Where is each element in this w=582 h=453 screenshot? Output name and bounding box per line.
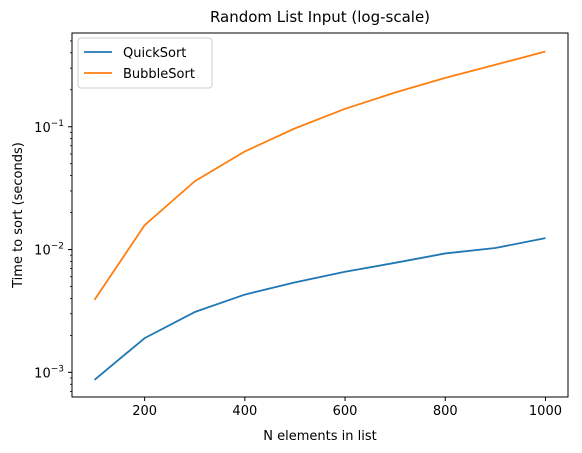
- y-axis: 10−310−210−1: [34, 40, 72, 392]
- legend-box: [77, 37, 213, 89]
- x-tick-label: 1000: [529, 404, 562, 419]
- y-tick-label: 10−3: [34, 364, 64, 381]
- plot-frame: [71, 32, 569, 398]
- x-tick-label: 800: [433, 404, 458, 419]
- legend: QuickSort BubbleSort: [77, 37, 213, 89]
- plot-area: [93, 50, 546, 381]
- y-tick-base: 10: [34, 244, 51, 259]
- y-tick-exponent: −2: [51, 242, 64, 252]
- legend-label-quicksort: QuickSort: [123, 46, 186, 61]
- y-tick-label: 10−2: [34, 242, 64, 259]
- legend-label-bubblesort: BubbleSort: [123, 67, 195, 82]
- chart-title: Random List Input (log-scale): [210, 8, 430, 26]
- series-line-quicksort: [93, 237, 546, 381]
- y-tick-base: 10: [34, 366, 51, 381]
- y-tick-exponent: −1: [51, 119, 64, 129]
- y-tick-label: 10−1: [34, 119, 64, 136]
- x-axis-label: N elements in list: [263, 429, 376, 444]
- x-tick-label: 600: [333, 404, 358, 419]
- y-axis-label: Time to sort (seconds): [11, 142, 26, 289]
- x-tick-label: 200: [132, 404, 157, 419]
- y-tick-exponent: −3: [51, 364, 64, 374]
- x-axis: 200 400 600 800 1000: [132, 397, 562, 419]
- series-line-bubblesort: [93, 50, 546, 301]
- x-tick-label: 400: [232, 404, 257, 419]
- y-tick-base: 10: [34, 121, 51, 136]
